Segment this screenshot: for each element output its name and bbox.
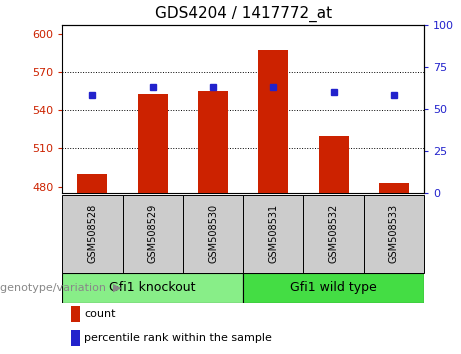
Bar	[319, 136, 349, 193]
Bar	[183, 195, 243, 273]
Bar	[77, 174, 107, 193]
Title: GDS4204 / 1417772_at: GDS4204 / 1417772_at	[154, 6, 332, 22]
Bar	[62, 195, 123, 273]
Text: Gfi1 knockout: Gfi1 knockout	[109, 281, 196, 294]
Bar	[123, 195, 183, 273]
Bar	[243, 195, 303, 273]
Bar	[243, 273, 424, 303]
Bar	[198, 91, 228, 193]
Text: GSM508528: GSM508528	[88, 204, 97, 263]
Text: GSM508531: GSM508531	[268, 204, 278, 263]
Text: percentile rank within the sample: percentile rank within the sample	[84, 333, 272, 343]
Text: GSM508533: GSM508533	[389, 204, 399, 263]
Bar	[62, 273, 243, 303]
Text: Gfi1 wild type: Gfi1 wild type	[290, 281, 377, 294]
Text: count: count	[84, 309, 116, 319]
Text: GSM508530: GSM508530	[208, 204, 218, 263]
Bar	[138, 93, 168, 193]
Bar	[258, 50, 289, 193]
Text: GSM508529: GSM508529	[148, 204, 158, 263]
Bar	[303, 195, 364, 273]
Bar	[379, 183, 409, 193]
Bar	[364, 195, 424, 273]
Text: genotype/variation  ▶: genotype/variation ▶	[0, 282, 122, 293]
Text: GSM508532: GSM508532	[329, 204, 339, 263]
